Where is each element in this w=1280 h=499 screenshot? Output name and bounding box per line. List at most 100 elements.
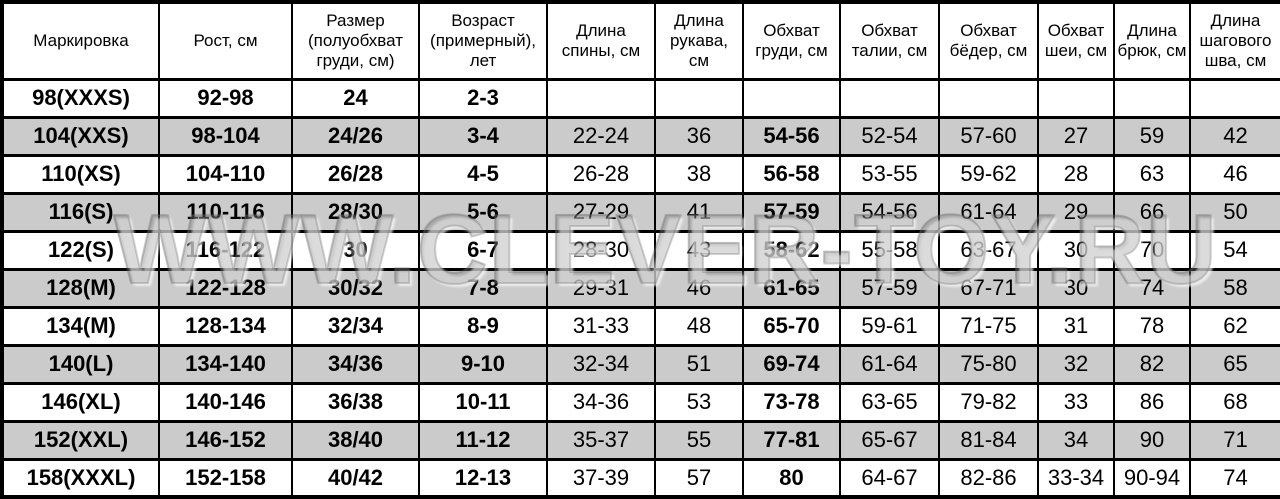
table-cell: 58 xyxy=(1189,267,1280,309)
table-cell: 63-65 xyxy=(839,381,940,423)
table-cell xyxy=(742,78,841,119)
table-cell: 86 xyxy=(1113,381,1191,423)
table-cell xyxy=(546,78,656,119)
table-body: 98(XXXS) 92-98 24 2-3 104(XXS) 98-104 24/26 3-4… xyxy=(1,78,1280,499)
table-cell xyxy=(839,78,940,119)
table-row: 128(M) 122-128 30/32 7-8 29-31 46 61-65 57-59 67… xyxy=(1,267,1280,309)
table-cell: 152-158 xyxy=(158,457,293,499)
table-cell: 57-59 xyxy=(839,267,940,309)
table-cell xyxy=(1037,78,1115,119)
table-cell: 24 xyxy=(291,78,420,119)
table-cell: 50 xyxy=(1189,191,1280,233)
table-cell: 74 xyxy=(1189,457,1280,499)
table-cell: 3-4 xyxy=(418,115,548,157)
table-cell: 12-13 xyxy=(418,457,548,499)
table-cell: 82-86 xyxy=(938,457,1039,499)
table-cell: 71-75 xyxy=(938,305,1039,347)
table-cell: 57-60 xyxy=(938,115,1039,157)
table-cell: 90-94 xyxy=(1113,457,1191,499)
table-cell: 146(XL) xyxy=(1,381,160,423)
table-cell: 65 xyxy=(1189,343,1280,385)
table-cell: 98-104 xyxy=(158,115,293,157)
table-cell: 27-29 xyxy=(546,191,656,233)
table-cell: 66 xyxy=(1113,191,1191,233)
table-cell: 140(L) xyxy=(1,343,160,385)
table-cell: 61-65 xyxy=(742,267,841,309)
table-cell: 158(XXXL) xyxy=(1,457,160,499)
column-header: Возраст (примерный), лет xyxy=(418,0,548,81)
table-cell xyxy=(938,78,1039,119)
table-cell: 46 xyxy=(654,267,744,309)
table-cell: 35-37 xyxy=(546,419,656,461)
table-cell: 59-62 xyxy=(938,153,1039,195)
table-cell: 65-67 xyxy=(839,419,940,461)
table-cell: 61-64 xyxy=(839,343,940,385)
table-cell: 74 xyxy=(1113,267,1191,309)
table-cell: 55-58 xyxy=(839,229,940,271)
table-cell: 38/40 xyxy=(291,419,420,461)
column-header: Обхват груди, см xyxy=(742,0,841,81)
table-cell: 152(XXL) xyxy=(1,419,160,461)
table-cell: 30 xyxy=(291,229,420,271)
table-header: Маркировка Рост, см Размер (полуобхват гру… xyxy=(1,0,1280,81)
table-row: 116(S) 110-116 28/30 5-6 27-29 41 57-59 54-56 61… xyxy=(1,191,1280,233)
column-header: Длина брюк, см xyxy=(1113,0,1191,81)
table-cell: 26-28 xyxy=(546,153,656,195)
table-cell: 31-33 xyxy=(546,305,656,347)
table-cell: 43 xyxy=(654,229,744,271)
column-header: Рост, см xyxy=(158,0,293,81)
table-cell: 32/34 xyxy=(291,305,420,347)
table-cell: 26/28 xyxy=(291,153,420,195)
table-cell: 51 xyxy=(654,343,744,385)
table-cell xyxy=(1113,78,1191,119)
table-cell xyxy=(1189,78,1280,119)
table-cell: 64-67 xyxy=(839,457,940,499)
table-cell: 29 xyxy=(1037,191,1115,233)
table-cell: 53-55 xyxy=(839,153,940,195)
column-header: Обхват бёдер, см xyxy=(938,0,1039,81)
table-cell: 110(XS) xyxy=(1,153,160,195)
table-cell: 22-24 xyxy=(546,115,656,157)
table-cell: 52-54 xyxy=(839,115,940,157)
table-cell: 31 xyxy=(1037,305,1115,347)
table-cell: 54 xyxy=(1189,229,1280,271)
table-cell: 62 xyxy=(1189,305,1280,347)
table-cell: 6-7 xyxy=(418,229,548,271)
table-cell: 41 xyxy=(654,191,744,233)
table-cell: 61-64 xyxy=(938,191,1039,233)
table-cell: 98(XXXS) xyxy=(1,78,160,119)
table-cell: 128-134 xyxy=(158,305,293,347)
table-cell: 42 xyxy=(1189,115,1280,157)
table-cell: 56-58 xyxy=(742,153,841,195)
table-cell: 67-71 xyxy=(938,267,1039,309)
table-cell: 32 xyxy=(1037,343,1115,385)
table-cell: 38 xyxy=(654,153,744,195)
table-cell: 34-36 xyxy=(546,381,656,423)
table-cell: 82 xyxy=(1113,343,1191,385)
table-cell: 128(M) xyxy=(1,267,160,309)
table-cell: 73-78 xyxy=(742,381,841,423)
table-row: 110(XS) 104-110 26/28 4-5 26-28 38 56-58 53-55 5… xyxy=(1,153,1280,195)
header-row: Маркировка Рост, см Размер (полуобхват гру… xyxy=(1,0,1280,81)
table-cell: 68 xyxy=(1189,381,1280,423)
table-cell xyxy=(654,78,744,119)
table-cell: 28/30 xyxy=(291,191,420,233)
table-cell: 46 xyxy=(1189,153,1280,195)
table-cell: 79-82 xyxy=(938,381,1039,423)
table-cell: 70 xyxy=(1113,229,1191,271)
table-cell: 53 xyxy=(654,381,744,423)
table-cell: 71 xyxy=(1189,419,1280,461)
table-row: 140(L) 134-140 34/36 9-10 32-34 51 69-74 61-64 7… xyxy=(1,343,1280,385)
table-cell: 29-31 xyxy=(546,267,656,309)
table-cell: 55 xyxy=(654,419,744,461)
table-cell: 54-56 xyxy=(839,191,940,233)
table-cell: 36 xyxy=(654,115,744,157)
column-header: Обхват талии, см xyxy=(839,0,940,81)
table-row: 146(XL) 140-146 36/38 10-11 34-36 53 73-78 63-6… xyxy=(1,381,1280,423)
table-row: 104(XXS) 98-104 24/26 3-4 22-24 36 54-56 52-54 5… xyxy=(1,115,1280,157)
column-header: Маркировка xyxy=(1,0,160,81)
table-cell: 30/32 xyxy=(291,267,420,309)
table-cell: 27 xyxy=(1037,115,1115,157)
table-cell: 58-62 xyxy=(742,229,841,271)
